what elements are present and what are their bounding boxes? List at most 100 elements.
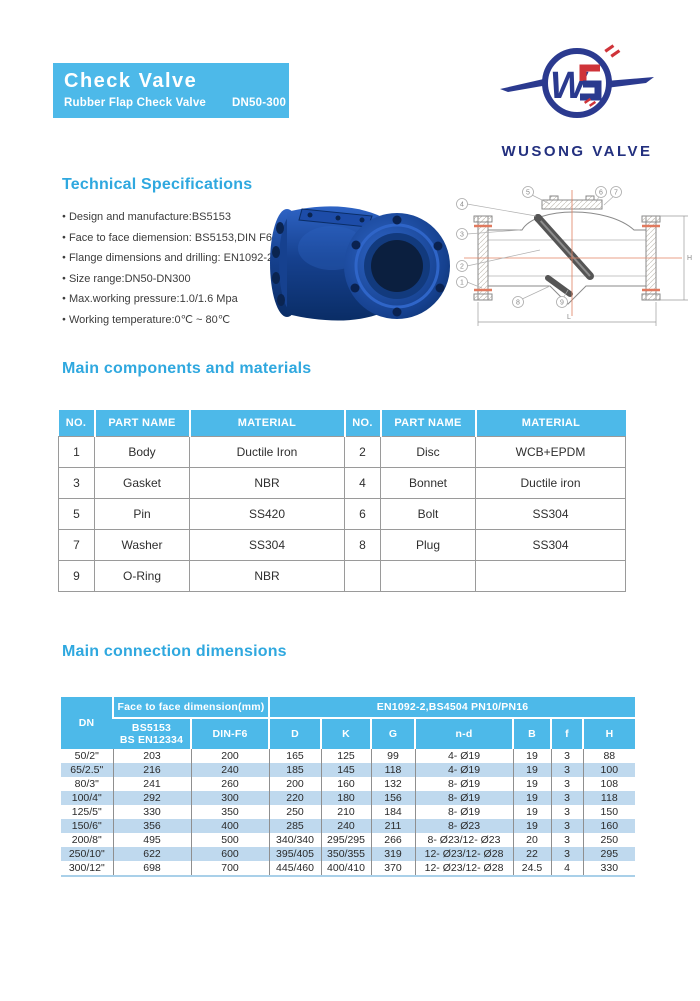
table-cell: Bonnet xyxy=(380,467,476,499)
table-cell: 300 xyxy=(190,791,270,805)
col-dn: DN xyxy=(61,697,113,749)
col-n-d: n-d xyxy=(414,717,514,749)
table-cell: 3 xyxy=(550,777,584,791)
callout-6: 6 xyxy=(599,190,603,197)
table-cell: 350/355 xyxy=(320,847,372,861)
table-cell: 8- Ø19 xyxy=(414,777,514,791)
table-cell: 132 xyxy=(370,777,416,791)
table-cell: Plug xyxy=(380,529,476,561)
table-cell: 210 xyxy=(320,805,372,819)
table-cell: Washer xyxy=(94,529,190,561)
table-cell: 600 xyxy=(190,847,270,861)
col-din-f6: DIN-F6 xyxy=(189,717,270,749)
table-cell: 7 xyxy=(58,529,95,561)
table-cell: 698 xyxy=(112,861,191,876)
table-cell: 330 xyxy=(112,805,191,819)
table-cell: Bolt xyxy=(380,498,476,530)
size-range: DN50-300 xyxy=(232,97,287,109)
dim-label-L: L xyxy=(567,314,571,321)
table-cell: SS304 xyxy=(475,498,626,530)
table-cell: 200 xyxy=(268,777,322,791)
table-cell: 266 xyxy=(370,833,416,847)
table-row: 3 Gasket NBR 4 Bonnet Ductile iron xyxy=(58,467,626,499)
tech-specs-list: Design and manufacture:BS5153Face to fac… xyxy=(62,207,292,330)
table-cell: 500 xyxy=(190,833,270,847)
table-cell: 8- Ø19 xyxy=(414,805,514,819)
table-cell: 125/5" xyxy=(61,805,113,819)
col-k: K xyxy=(320,717,372,749)
col-f: f xyxy=(550,717,584,749)
spec-item: Size range:DN50-DN300 xyxy=(62,269,292,290)
table-cell: 4 xyxy=(550,861,584,876)
table-cell: Ductile Iron xyxy=(189,436,345,468)
table-cell: 99 xyxy=(370,749,416,763)
table-row: 150/6" 356 400 285 240 211 8- Ø23 19 3 160 xyxy=(61,819,636,833)
dimensions-title: Main connection dimensions xyxy=(62,643,287,660)
table-cell: 8- Ø19 xyxy=(414,791,514,805)
table-row: 300/12" 698 700 445/460 400/410 370 12- Ø23/12… xyxy=(61,861,636,876)
page-title: Check Valve xyxy=(64,70,198,92)
table-cell: 216 xyxy=(112,763,191,777)
table-cell: 292 xyxy=(112,791,191,805)
table-cell: 8 xyxy=(344,529,381,561)
table-cell: 150 xyxy=(582,805,636,819)
table-cell: 495 xyxy=(112,833,191,847)
table-cell: 108 xyxy=(582,777,636,791)
table-cell: 319 xyxy=(370,847,416,861)
table-cell: 300/12" xyxy=(61,861,113,876)
table-cell: 88 xyxy=(582,749,636,763)
drawing-callouts: 1 2 3 4 5 6 7 8 9 xyxy=(456,186,622,308)
table-cell xyxy=(344,560,381,592)
table-cell: 3 xyxy=(550,791,584,805)
table-cell: 19 xyxy=(512,819,552,833)
valve-cross-section-drawing: 1 2 3 4 5 6 7 8 9 L H xyxy=(456,186,692,326)
table-cell: 6 xyxy=(344,498,381,530)
table-cell: O-Ring xyxy=(94,560,190,592)
table-cell xyxy=(380,560,476,592)
logo-mark-icon: W xyxy=(500,44,654,118)
header-cell: PART NAME xyxy=(379,410,476,437)
table-cell: 3 xyxy=(550,805,584,819)
spec-item: Face to face diemension: BS5153,DIN F6 xyxy=(62,228,292,249)
callout-8: 8 xyxy=(516,300,520,307)
table-cell: Pin xyxy=(94,498,190,530)
table-row: 5 Pin SS420 6 Bolt SS304 xyxy=(58,498,626,530)
col-b: B xyxy=(512,717,552,749)
table-cell: 184 xyxy=(370,805,416,819)
table-cell: 165 xyxy=(268,749,322,763)
table-row: 65/2.5" 216 240 185 145 118 4- Ø19 19 3 100 xyxy=(61,763,636,777)
table-cell: 3 xyxy=(550,833,584,847)
table-cell: 19 xyxy=(512,749,552,763)
components-table: NO. PART NAME MATERIAL NO. PART NAME MATERIAL… xyxy=(58,410,626,592)
table-cell: 185 xyxy=(268,763,322,777)
table-cell: 285 xyxy=(268,819,322,833)
col-bs5153: BS5153 BS EN12334 xyxy=(113,717,191,749)
table-row: 1 Body Ductile Iron 2 Disc WCB+EPDM xyxy=(58,436,626,468)
table-cell: 100/4" xyxy=(61,791,113,805)
table-cell: 211 xyxy=(370,819,416,833)
table-cell: 700 xyxy=(190,861,270,876)
table-cell: 19 xyxy=(512,777,552,791)
spec-item: Working temperature:0℃ ~ 80℃ xyxy=(62,310,292,331)
table-cell: 3 xyxy=(550,847,584,861)
table-cell: 4 xyxy=(344,467,381,499)
components-title: Main components and materials xyxy=(62,360,312,377)
tech-specs-title: Technical Specifications xyxy=(62,176,253,193)
header-cell: MATERIAL xyxy=(188,410,345,437)
table-cell: 250 xyxy=(268,805,322,819)
table-cell: 445/460 xyxy=(268,861,322,876)
col-en-standard: EN1092-2,BS4504 PN10/PN16 xyxy=(268,697,636,718)
table-cell: 2 xyxy=(344,436,381,468)
table-row: 125/5" 330 350 250 210 184 8- Ø19 19 3 150 xyxy=(61,805,636,819)
table-cell: 200/8" xyxy=(61,833,113,847)
dim-label-H: H xyxy=(687,255,692,262)
table-cell: 50/2" xyxy=(61,749,113,763)
header-cell: PART NAME xyxy=(93,410,190,437)
table-cell: 145 xyxy=(320,763,372,777)
callout-9: 9 xyxy=(560,300,564,307)
dimensions-table: DN Face to face dimension(mm) EN1092-2,B… xyxy=(61,697,636,877)
table-cell: 19 xyxy=(512,763,552,777)
table-cell: 400 xyxy=(190,819,270,833)
table-cell: 160 xyxy=(320,777,372,791)
table-cell: Gasket xyxy=(94,467,190,499)
